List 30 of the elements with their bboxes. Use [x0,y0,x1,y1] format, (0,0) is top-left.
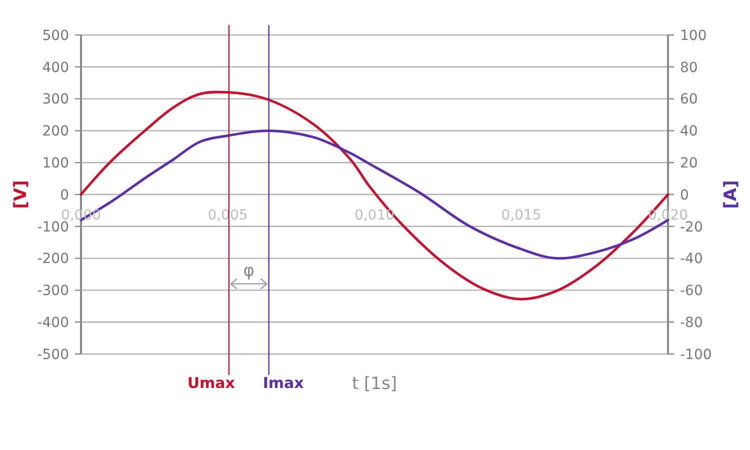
y-tick-label: -200 [37,251,69,268]
y-tick-label: -100 [37,219,69,236]
y2-tick-label: -100 [680,346,712,363]
y2-tick-label: 40 [680,124,698,140]
y-tick-label: -300 [37,283,69,300]
y-tick-label: -400 [37,315,69,331]
y2-tick-label: -60 [680,283,703,300]
x-tick-label: 0,010 [354,208,395,224]
y-tick-label: 500 [42,28,69,44]
y2-axis-title: [A] [721,180,741,209]
x-axis-title: t [1s] [352,374,398,394]
y2-tick-label: 100 [680,28,707,44]
y-tick-label: 0 [60,187,69,204]
y-tick-label: 400 [42,60,69,76]
y-tick-label: 300 [42,92,69,108]
y-tick-label: 100 [42,156,69,172]
y-axis-title: [V] [11,180,31,209]
y2-tick-label: 0 [680,187,689,204]
y2-tick-label: -40 [680,251,703,268]
y2-tick-label: -20 [680,219,703,236]
x-tick-label: 0,015 [501,208,542,224]
y2-tick-label: 80 [680,60,698,76]
y2-tick-label: 60 [680,92,698,108]
y-tick-label: -500 [37,346,69,363]
annotation: φ [243,260,254,281]
y2-tick-label: 20 [680,156,698,172]
ref-line-label: Umax [187,374,236,392]
ref-line-label: Imax [262,374,304,392]
y-tick-label: 200 [42,124,69,140]
y2-tick-label: -80 [680,315,703,331]
